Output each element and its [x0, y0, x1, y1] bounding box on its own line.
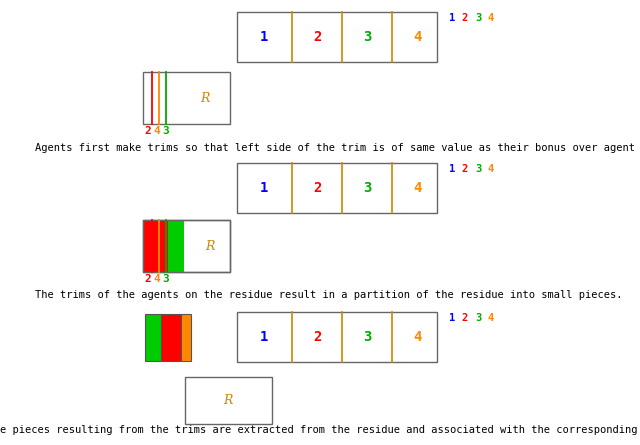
- Bar: [237, 163, 437, 213]
- Text: 2: 2: [462, 164, 468, 174]
- Text: 1: 1: [260, 181, 268, 195]
- Text: 1: 1: [449, 313, 455, 323]
- Text: 3: 3: [163, 274, 170, 284]
- Text: 4: 4: [488, 13, 494, 23]
- Text: 3: 3: [363, 181, 371, 195]
- Text: R: R: [205, 239, 214, 252]
- Bar: [185, 377, 272, 424]
- Text: 2: 2: [462, 13, 468, 23]
- Text: 2: 2: [313, 30, 321, 44]
- Bar: [143, 220, 230, 272]
- Bar: [143, 220, 168, 272]
- Text: 4: 4: [488, 313, 494, 323]
- Bar: [237, 12, 437, 62]
- Bar: [143, 220, 230, 272]
- Text: 3: 3: [363, 330, 371, 344]
- Bar: [237, 312, 437, 362]
- Text: R: R: [223, 393, 233, 406]
- Text: e pieces resulting from the trims are extracted from the residue and associated : e pieces resulting from the trims are ex…: [0, 425, 640, 435]
- Bar: [161, 314, 181, 361]
- Text: 3: 3: [363, 30, 371, 44]
- Text: 1: 1: [449, 164, 455, 174]
- Text: The trims of the agents on the residue result in a partition of the residue into: The trims of the agents on the residue r…: [35, 290, 623, 300]
- Text: 4: 4: [154, 126, 161, 136]
- Text: 2: 2: [145, 126, 152, 136]
- Text: 2: 2: [462, 313, 468, 323]
- Text: Agents first make trims so that left side of the trim is of same value as their : Agents first make trims so that left sid…: [35, 143, 640, 153]
- Text: 4: 4: [413, 330, 421, 344]
- Text: 3: 3: [475, 164, 481, 174]
- Text: 3: 3: [475, 13, 481, 23]
- Bar: [143, 72, 230, 124]
- Text: 2: 2: [313, 181, 321, 195]
- Text: 4: 4: [488, 164, 494, 174]
- Text: 3: 3: [475, 313, 481, 323]
- Text: 1: 1: [260, 30, 268, 44]
- Text: 1: 1: [449, 13, 455, 23]
- Bar: [181, 314, 191, 361]
- Text: 2: 2: [145, 274, 152, 284]
- Text: R: R: [200, 92, 210, 105]
- Text: 1: 1: [260, 330, 268, 344]
- Bar: [168, 220, 184, 272]
- Bar: [145, 314, 161, 361]
- Text: 4: 4: [413, 181, 421, 195]
- Text: 3: 3: [163, 126, 170, 136]
- Text: 4: 4: [413, 30, 421, 44]
- Text: 4: 4: [154, 274, 161, 284]
- Text: 2: 2: [313, 330, 321, 344]
